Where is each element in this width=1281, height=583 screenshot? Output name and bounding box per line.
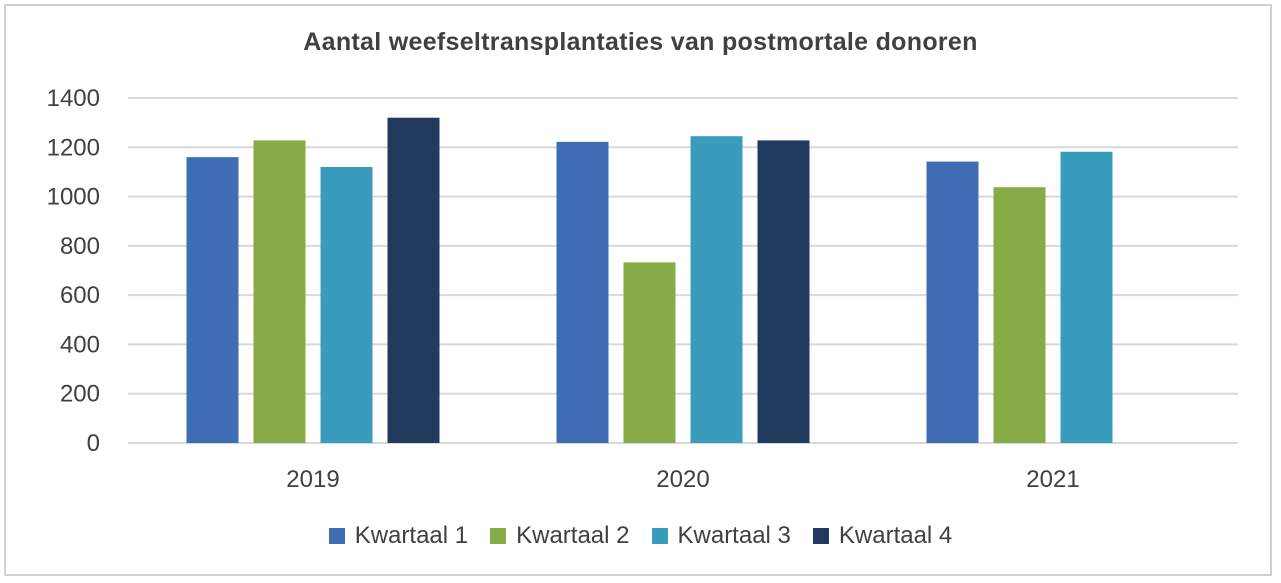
x-tick-label: 2019 <box>286 466 339 493</box>
y-tick-label: 1400 <box>47 85 100 112</box>
y-tick-label: 400 <box>60 331 100 358</box>
bar-kwartaal-2 <box>253 140 306 443</box>
y-tick-label: 200 <box>60 381 100 408</box>
bar-kwartaal-4 <box>387 117 440 443</box>
legend-label: Kwartaal 1 <box>354 522 469 549</box>
legend-swatch <box>651 528 668 544</box>
y-tick-label: 1000 <box>47 184 100 211</box>
chart-legend: Kwartaal 1 Kwartaal 2 Kwartaal 3 Kwartaal 4 <box>0 522 1281 550</box>
y-tick-label: 600 <box>60 282 100 309</box>
bar-kwartaal-3 <box>1060 151 1113 443</box>
x-tick-label: 2021 <box>1026 466 1079 493</box>
legend-swatch <box>812 528 829 544</box>
bar-kwartaal-4 <box>757 140 810 443</box>
y-tick-label: 800 <box>60 233 100 260</box>
chart-title: Aantal weefseltransplantaties van postmo… <box>303 28 978 56</box>
legend-item: Kwartaal 2 <box>490 522 630 550</box>
legend-swatch <box>328 528 345 544</box>
y-tick-label: 1200 <box>47 134 100 161</box>
bar-kwartaal-2 <box>993 187 1046 443</box>
legend-swatch <box>490 528 507 544</box>
bar-kwartaal-1 <box>926 161 979 444</box>
legend-item: Kwartaal 1 <box>328 522 469 550</box>
bar-kwartaal-2 <box>623 262 676 443</box>
x-tick-label: 2020 <box>656 466 709 493</box>
legend-item: Kwartaal 3 <box>651 522 791 550</box>
legend-label: Kwartaal 2 <box>516 522 630 549</box>
legend-label: Kwartaal 4 <box>838 522 953 549</box>
legend-item: Kwartaal 4 <box>812 522 953 550</box>
bar-kwartaal-1 <box>556 141 609 443</box>
y-tick-label: 0 <box>87 430 100 457</box>
legend-label: Kwartaal 3 <box>677 522 791 549</box>
bar-kwartaal-3 <box>320 167 373 443</box>
bar-kwartaal-1 <box>186 157 239 443</box>
bar-kwartaal-3 <box>690 136 743 444</box>
